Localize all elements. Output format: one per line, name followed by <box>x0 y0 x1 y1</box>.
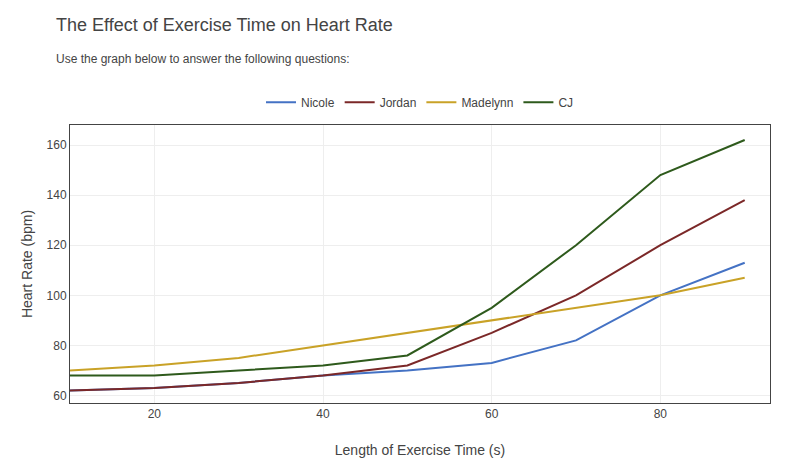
svg-text:Nicole: Nicole <box>301 96 335 110</box>
svg-text:60: 60 <box>53 389 67 403</box>
svg-text:140: 140 <box>47 188 67 202</box>
svg-text:20: 20 <box>148 407 162 421</box>
svg-text:Jordan: Jordan <box>380 96 417 110</box>
svg-text:CJ: CJ <box>558 96 573 110</box>
svg-text:80: 80 <box>53 339 67 353</box>
svg-text:Use the graph below to answer: Use the graph below to answer the follow… <box>56 52 350 66</box>
svg-text:80: 80 <box>654 407 668 421</box>
svg-text:100: 100 <box>47 289 67 303</box>
svg-text:160: 160 <box>47 138 67 152</box>
svg-text:The Effect of Exercise Time on: The Effect of Exercise Time on Heart Rat… <box>56 15 393 35</box>
svg-text:Length of Exercise Time (s): Length of Exercise Time (s) <box>335 442 505 458</box>
svg-text:60: 60 <box>485 407 499 421</box>
svg-text:Heart Rate (bpm): Heart Rate (bpm) <box>19 210 35 318</box>
svg-text:40: 40 <box>316 407 330 421</box>
svg-text:120: 120 <box>47 238 67 252</box>
svg-text:Madelynn: Madelynn <box>461 96 513 110</box>
